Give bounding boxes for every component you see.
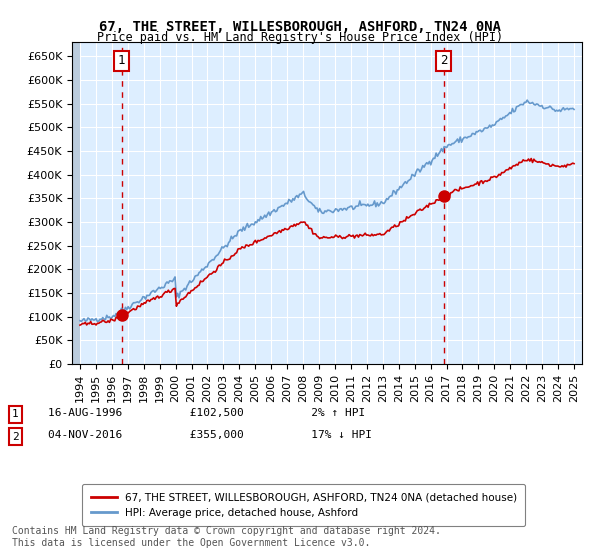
Text: 16-AUG-1996          £102,500          2% ↑ HPI: 16-AUG-1996 £102,500 2% ↑ HPI xyxy=(48,408,365,418)
Text: 1: 1 xyxy=(118,54,125,67)
Text: Contains HM Land Registry data © Crown copyright and database right 2024.
This d: Contains HM Land Registry data © Crown c… xyxy=(12,526,441,548)
Legend: 67, THE STREET, WILLESBOROUGH, ASHFORD, TN24 0NA (detached house), HPI: Average : 67, THE STREET, WILLESBOROUGH, ASHFORD, … xyxy=(82,484,526,526)
Text: 67, THE STREET, WILLESBOROUGH, ASHFORD, TN24 0NA: 67, THE STREET, WILLESBOROUGH, ASHFORD, … xyxy=(99,20,501,34)
Text: 2: 2 xyxy=(12,432,19,442)
Text: 2: 2 xyxy=(440,54,448,67)
Text: 1: 1 xyxy=(12,409,19,419)
Text: 04-NOV-2016          £355,000          17% ↓ HPI: 04-NOV-2016 £355,000 17% ↓ HPI xyxy=(48,431,372,441)
Text: Price paid vs. HM Land Registry's House Price Index (HPI): Price paid vs. HM Land Registry's House … xyxy=(97,31,503,44)
